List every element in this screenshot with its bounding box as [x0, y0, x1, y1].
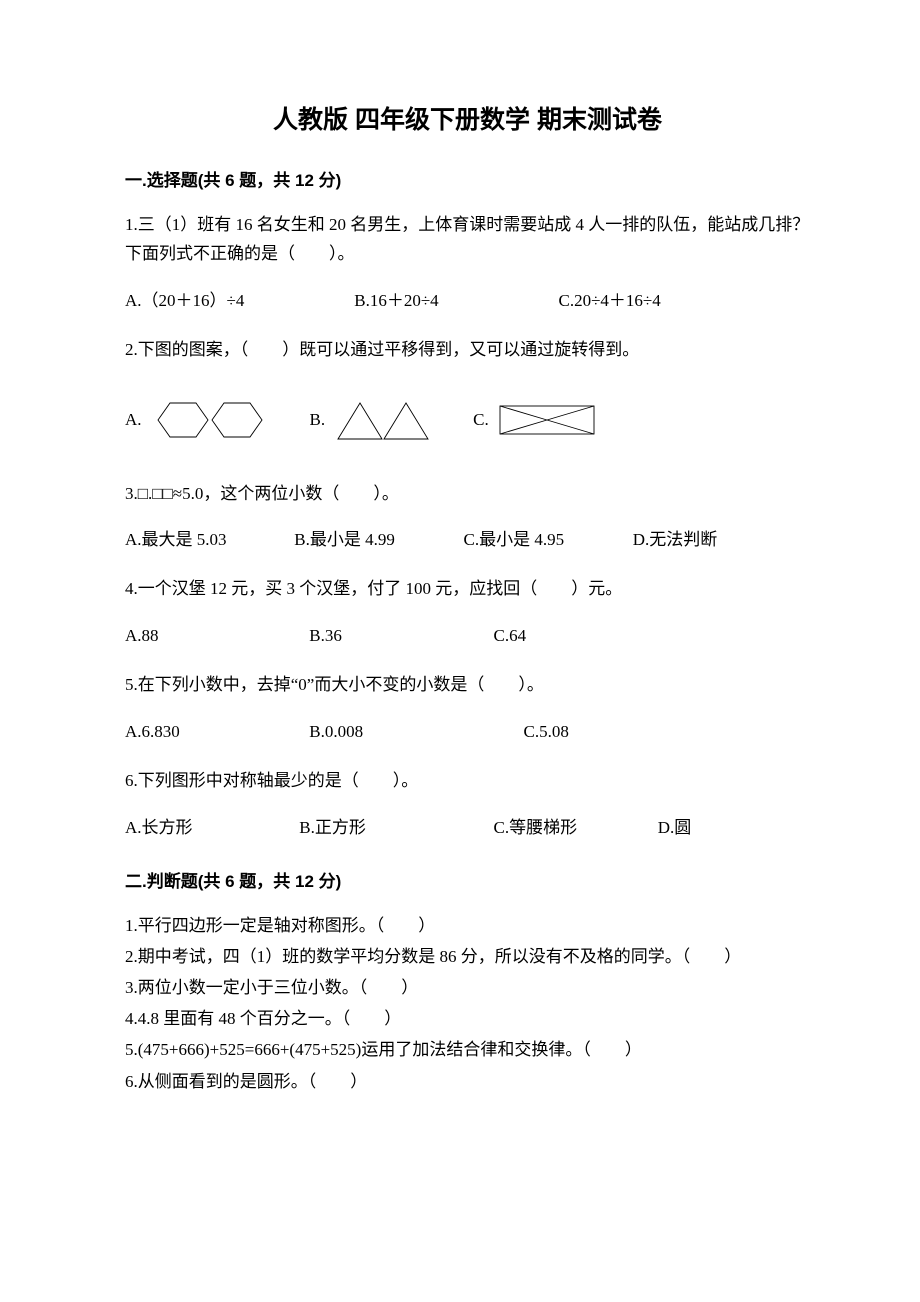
q5-options: A.6.830 B.0.008 C.5.08 — [125, 718, 810, 747]
bowtie-icon — [497, 400, 597, 440]
q3-options: A.最大是 5.03 B.最小是 4.99 C.最小是 4.95 D.无法判断 — [125, 526, 810, 555]
s2-q6: 6.从侧面看到的是圆形。（ ） — [125, 1068, 810, 1095]
q6-opt-b: B.正方形 — [299, 814, 489, 843]
q4-opt-b: B.36 — [309, 622, 489, 651]
q3-opt-b: B.最小是 4.99 — [294, 526, 459, 555]
q1-opt-b: B.16＋20÷4 — [354, 287, 554, 316]
q5-opt-c: C.5.08 — [524, 718, 569, 747]
q2-label-b: B. — [310, 410, 326, 430]
s2-q4: 4.4.8 里面有 48 个百分之一。（ ） — [125, 1005, 810, 1032]
q4-options: A.88 B.36 C.64 — [125, 622, 810, 651]
q2-text: 2.下图的图案，（ ）既可以通过平移得到，又可以通过旋转得到。 — [125, 336, 810, 365]
q6-opt-d: D.圆 — [658, 814, 692, 843]
q3-opt-c: C.最小是 4.95 — [464, 526, 629, 555]
s2-q2: 2.期中考试，四（1）班的数学平均分数是 86 分，所以没有不及格的同学。（ ） — [125, 943, 810, 970]
q4-text: 4.一个汉堡 12 元，买 3 个汉堡，付了 100 元，应找回（ ）元。 — [125, 575, 810, 604]
page-title: 人教版 四年级下册数学 期末测试卷 — [125, 100, 810, 136]
s2-q3: 3.两位小数一定小于三位小数。（ ） — [125, 974, 810, 1001]
section-2-header: 二.判断题(共 6 题，共 12 分) — [125, 867, 810, 892]
section-1-header: 一.选择题(共 6 题，共 12 分) — [125, 166, 810, 191]
q6-text: 6.下列图形中对称轴最少的是（ ）。 — [125, 767, 810, 796]
hexagons-icon — [150, 395, 270, 445]
s2-q5: 5.(475+666)+525=666+(475+525)运用了加法结合律和交换… — [125, 1036, 810, 1063]
q5-text: 5.在下列小数中，去掉“0”而大小不变的小数是（ ）。 — [125, 671, 810, 700]
q1-opt-a: A.（20＋16）÷4 — [125, 287, 350, 316]
q5-opt-b: B.0.008 — [309, 718, 519, 747]
q6-opt-a: A.长方形 — [125, 814, 295, 843]
q1-opt-c: C.20÷4＋16÷4 — [559, 287, 661, 316]
q6-opt-c: C.等腰梯形 — [494, 814, 654, 843]
q3-opt-d: D.无法判断 — [633, 526, 718, 555]
q6-options: A.长方形 B.正方形 C.等腰梯形 D.圆 — [125, 814, 810, 843]
q3-text: 3.□.□□≈5.0，这个两位小数（ ）。 — [125, 480, 810, 509]
q2-option-b: B. — [310, 397, 434, 443]
q2-label-c: C. — [473, 410, 489, 430]
triangles-icon — [333, 397, 433, 443]
q5-opt-a: A.6.830 — [125, 718, 305, 747]
q1-options: A.（20＋16）÷4 B.16＋20÷4 C.20÷4＋16÷4 — [125, 287, 810, 316]
q1-text: 1.三（1）班有 16 名女生和 20 名男生，上体育课时需要站成 4 人一排的… — [125, 211, 810, 269]
q4-opt-a: A.88 — [125, 622, 305, 651]
q2-option-a: A. — [125, 395, 270, 445]
s2-q1: 1.平行四边形一定是轴对称图形。（ ） — [125, 912, 810, 939]
q4-opt-c: C.64 — [494, 622, 527, 651]
q2-option-c: C. — [473, 400, 597, 440]
q2-figures: A. B. C. — [125, 395, 810, 445]
q3-opt-a: A.最大是 5.03 — [125, 526, 290, 555]
q2-label-a: A. — [125, 410, 142, 430]
